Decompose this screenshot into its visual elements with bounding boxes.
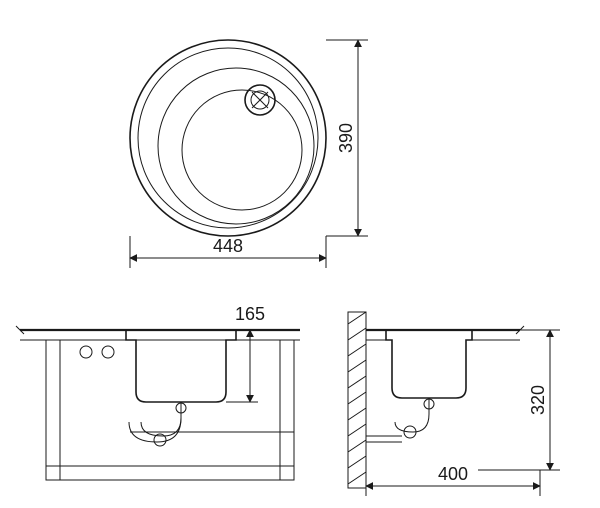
top-view: 448 390: [130, 40, 368, 268]
dim-depth: 165: [226, 304, 265, 402]
dim-height-label: 390: [336, 123, 356, 153]
technical-drawing: 448 390: [0, 0, 600, 508]
dim-width: 448: [130, 236, 326, 268]
dim-320: 320: [478, 330, 560, 470]
section-left: 165: [16, 304, 300, 480]
dim-400: 400: [366, 464, 540, 496]
dim-400-label: 400: [438, 464, 468, 484]
section-right: 320 400: [348, 312, 560, 496]
dim-depth-label: 165: [235, 304, 265, 324]
dim-width-label: 448: [213, 236, 243, 256]
dim-320-label: 320: [528, 385, 548, 415]
dim-height: 390: [326, 40, 368, 236]
